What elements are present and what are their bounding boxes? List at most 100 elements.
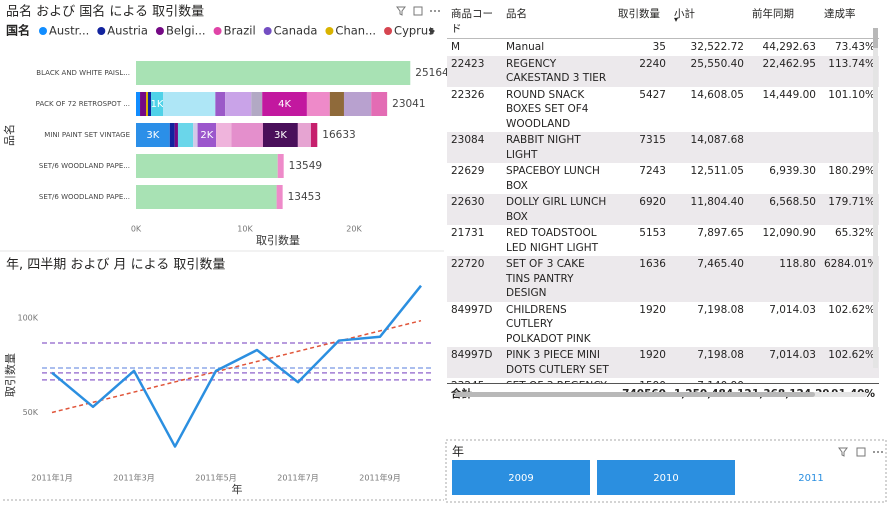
- x-tick-label: 2011年5月: [195, 473, 236, 483]
- table-cell: SET OF 3 CAKE TINS PANTRY DESIGN: [506, 258, 585, 299]
- table-cell: 2240: [639, 57, 666, 70]
- table-cell: 22629: [451, 165, 485, 177]
- table-cell: 113.74%: [828, 57, 875, 70]
- column-header: 商品コード: [447, 4, 502, 39]
- table-row: 22423 REGENCY CAKESTAND 3 TIER 2240 25,550.…: [447, 55, 879, 87]
- slicer-option-label: 2009: [508, 473, 533, 484]
- table-cell: M: [451, 41, 461, 53]
- table-cell: 65.32%: [834, 227, 875, 239]
- bar-segment: [262, 123, 298, 147]
- category-label: SET/6 WOODLAND PAPE...: [39, 193, 130, 201]
- table-row: 22630 DOLLY GIRL LUNCH BOX 6920 11,804.40 6,…: [447, 194, 879, 225]
- legend-label: Chan...: [335, 24, 376, 38]
- table-row: 22629 SPACEBOY LUNCH BOX 7243 12,511.05 6,93…: [447, 163, 879, 194]
- segment-label: 4K: [278, 99, 291, 110]
- focus-icon[interactable]: [856, 447, 866, 457]
- table-cell: DOLLY GIRL LUNCH BOX: [506, 196, 607, 223]
- legend-label: Cyprus: [394, 24, 434, 38]
- table-cell: 7,014.03: [769, 303, 816, 316]
- column-header: 前年同期: [748, 4, 820, 39]
- segment-label: 3K: [274, 130, 287, 141]
- bar-segment: [163, 92, 216, 116]
- h-scrollbar[interactable]: [455, 392, 867, 397]
- category-label: BLACK AND WHITE PAISL...: [36, 69, 130, 77]
- total-label: 25164: [415, 67, 449, 79]
- bar-segment: [310, 123, 318, 147]
- table-cell: 1636: [639, 258, 666, 270]
- table-cell: 7315: [639, 134, 666, 146]
- bar-segment: [215, 92, 226, 116]
- table-head: 商品コード 品名 取引数量 小計 ▾ 前年同期 達成率: [447, 4, 879, 39]
- x-axis-title: 取引数量: [256, 233, 300, 247]
- slicer-option-label: 2010: [653, 473, 678, 484]
- focus-icon[interactable]: [413, 6, 423, 16]
- table-cell: SPACEBOY LUNCH BOX: [506, 165, 600, 192]
- more-icon[interactable]: [877, 451, 879, 453]
- slicer-option-label: 2011: [798, 473, 823, 484]
- more-icon[interactable]: [881, 451, 883, 453]
- total-label: 16633: [322, 129, 355, 141]
- table-cell: [748, 132, 820, 163]
- bar-segment: [251, 92, 263, 116]
- table-cell: 22423: [451, 57, 485, 70]
- bar-segment: [136, 92, 141, 116]
- x-tick-label: 10K: [237, 225, 253, 234]
- y-axis-title: 取引数量: [3, 353, 17, 397]
- more-icon[interactable]: [438, 10, 440, 12]
- slicer-option[interactable]: [452, 460, 590, 495]
- table-cell: 21731: [451, 227, 485, 239]
- table-cell: 14,608.05: [690, 88, 744, 101]
- table-row: M Manual 35 32,522.72 44,292.63 73.43%: [447, 39, 879, 56]
- table-cell: 44,292.63: [762, 41, 816, 53]
- table-cell: 7,140.90: [670, 378, 748, 383]
- table-row: 23084 RABBIT NIGHT LIGHT 7315 14,087.68: [447, 132, 879, 163]
- total-label: 13549: [289, 160, 322, 172]
- table-cell: 7243: [639, 165, 666, 177]
- bar-segment: [225, 92, 252, 116]
- x-tick-label: 20K: [346, 225, 362, 234]
- table-cell: 12,511.05: [690, 165, 744, 177]
- line-series: [51, 284, 422, 448]
- filter-icon[interactable]: [838, 447, 848, 457]
- more-icon[interactable]: [873, 451, 875, 453]
- table-cell: 180.29%: [828, 165, 875, 177]
- chart-title: 品名 および 国名 による 取引数量: [6, 4, 204, 20]
- x-tick-label: 2011年1月: [31, 473, 72, 483]
- table-cell: ROUND SNACK BOXES SET OF4 WOODLAND: [506, 88, 589, 130]
- table-cell: 1920: [639, 349, 666, 361]
- table-cell: 7,014.03: [769, 349, 816, 361]
- v-scrollbar[interactable]: [873, 28, 878, 368]
- table-cell: 5427: [639, 88, 666, 101]
- table-row: 84997D PINK 3 PIECE MINI DOTS CUTLERY SET…: [447, 347, 879, 378]
- sort-arrow[interactable]: ▾: [674, 15, 679, 24]
- bar-segment: [329, 92, 344, 116]
- legend-swatch: [384, 27, 393, 35]
- slicer-option[interactable]: [742, 460, 880, 495]
- more-icon[interactable]: [430, 10, 432, 12]
- legend-title: 国名: [6, 23, 30, 38]
- legend-next[interactable]: [430, 27, 435, 35]
- column-header: 達成率: [820, 4, 879, 39]
- segment-label: 3K: [146, 130, 159, 141]
- y-axis-title: 品名: [2, 124, 16, 146]
- more-icon[interactable]: [434, 10, 436, 12]
- slicer-title: 年: [452, 445, 464, 459]
- segment-label: 2K: [200, 130, 213, 141]
- bar-segment: [277, 154, 284, 178]
- filter-icon[interactable]: [396, 6, 406, 16]
- slicer-option[interactable]: [597, 460, 735, 495]
- table-cell: 1590: [614, 378, 670, 383]
- x-tick-label: 2011年3月: [113, 473, 154, 483]
- legend-label: Canada: [274, 24, 318, 38]
- legend-swatch: [325, 27, 334, 35]
- bar-segment: [371, 92, 388, 116]
- table-cell: 12,090.90: [762, 227, 816, 239]
- bar-segment: [146, 92, 148, 116]
- bar-segment: [231, 123, 263, 147]
- table-cell: RED TOADSTOOL LED NIGHT LIGHT: [506, 227, 599, 254]
- table-cell: 101.10%: [828, 88, 875, 101]
- table-cell: 6,939.30: [769, 165, 816, 177]
- table-cell: 84997D: [451, 349, 493, 361]
- legend-swatch: [97, 27, 106, 35]
